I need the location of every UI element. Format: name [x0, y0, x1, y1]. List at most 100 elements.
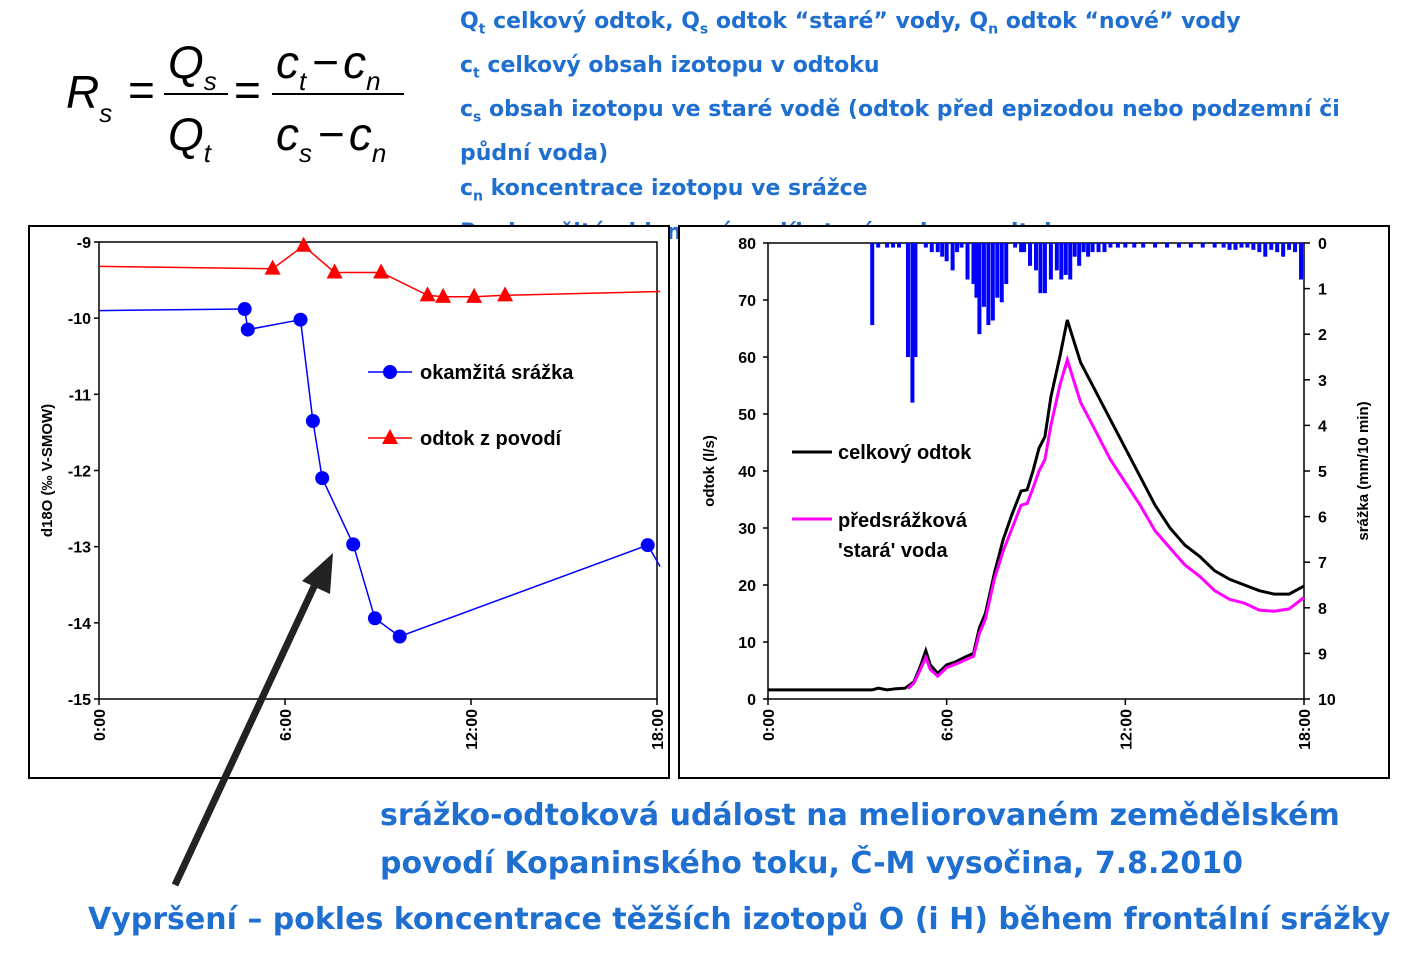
formula-num2: ct −cn	[276, 38, 381, 96]
rain-bar	[955, 243, 960, 253]
data-point	[497, 286, 514, 302]
rain-bar	[1042, 243, 1047, 294]
data-point	[367, 611, 382, 626]
legend-line-q: Qt celkový odtok, Qs odtok “staré” vody,…	[460, 9, 1241, 38]
y-tick-label: -12	[68, 464, 91, 481]
old-water-line	[906, 354, 1305, 690]
legend-line-cs: cs obsah izotopu ve staré vodě (odtok př…	[460, 96, 1340, 126]
y-tick-label: 70	[738, 293, 756, 310]
data-point	[315, 471, 330, 486]
rain-bar	[1153, 243, 1158, 248]
rain-bar	[905, 243, 910, 357]
rain-bar	[1251, 243, 1256, 250]
rain-bar	[1102, 243, 1107, 253]
data-point	[466, 287, 483, 303]
data-point	[237, 302, 252, 317]
data-point	[305, 413, 320, 428]
rain-bar	[1108, 243, 1113, 248]
legend-marker	[382, 429, 398, 444]
runoff-chart: 0 10 20 30 40 50 60 70 80 0 1 2 3 4 5 6 7 8 9 10 0:00 6:00 12:…	[701, 236, 1372, 750]
rain-bar	[1299, 243, 1304, 280]
rain-bar	[1077, 243, 1082, 266]
data-point	[373, 263, 390, 279]
y-tick-label: 10	[738, 635, 756, 652]
rain-bar	[1221, 243, 1226, 248]
rain-bar	[1004, 243, 1009, 285]
y-tick-label: -11	[69, 387, 91, 404]
rain-bar	[1048, 243, 1053, 280]
data-point	[326, 263, 343, 279]
series-line-runoff	[98, 244, 661, 298]
y2-tick-label: 6	[1318, 510, 1327, 527]
y2-tick-label: 2	[1318, 327, 1327, 344]
rain-bar	[891, 243, 896, 248]
y-tick-label: -10	[68, 311, 91, 328]
legend-label: 'stará' voda	[838, 540, 948, 562]
y2-tick-label: 3	[1318, 373, 1327, 390]
isotope-chart: -9 -10 -11 -12 -13 -14 -150:00 6:00 12:00 18:00 d1…	[39, 235, 667, 750]
rain-bar	[910, 243, 915, 403]
x-tick-label: 0:00	[761, 709, 778, 741]
y-axis-label: odtok (l/s)	[701, 435, 718, 507]
event-caption-line1: srážko-odtoková událost na meliorovaném …	[380, 798, 1340, 833]
rain-bar	[1063, 243, 1068, 275]
rain-bar	[1281, 243, 1286, 257]
y2-tick-label: 0	[1318, 236, 1327, 253]
y2-tick-label: 7	[1318, 555, 1327, 572]
rain-bar	[1269, 243, 1274, 250]
rain-bar	[913, 243, 918, 357]
x-tick-label: 12:00	[1118, 709, 1135, 750]
formula-equals-1: =	[128, 64, 155, 116]
legend-line-ct: ct celkový obsah izotopu v odtoku	[460, 52, 880, 82]
rain-bar	[940, 243, 945, 257]
rain-bar	[1176, 243, 1181, 248]
rain-bar	[950, 243, 955, 271]
rain-bar	[971, 243, 976, 285]
rain-bar	[897, 243, 902, 248]
rain-bar	[1212, 243, 1217, 248]
y2-tick-label: 4	[1318, 418, 1327, 435]
rain-bar	[1013, 243, 1018, 248]
rain-bar	[1275, 243, 1280, 253]
rain-bar	[1141, 243, 1146, 248]
rain-bar	[990, 243, 995, 321]
y-tick-label: 80	[738, 236, 756, 253]
legend-marker	[383, 365, 397, 379]
legend-label: celkový odtok	[838, 442, 972, 464]
formula-num1: Qs	[168, 38, 217, 96]
rain-bar	[1019, 243, 1024, 253]
formula-den1: Qt	[168, 108, 213, 168]
rain-bar	[1096, 243, 1101, 253]
data-point	[240, 322, 255, 337]
rain-bar	[1263, 243, 1268, 257]
plot-area	[98, 241, 658, 700]
rain-bar	[1034, 243, 1038, 271]
y-tick-label: 20	[738, 578, 756, 595]
plot-area	[767, 242, 1305, 700]
y2-axis-label: srážka (mm/10 min)	[1355, 401, 1372, 540]
legend-label: okamžitá srážka	[420, 362, 574, 384]
legend-line-cs-cont: půdní voda)	[460, 140, 609, 166]
rain-bar	[1068, 243, 1073, 280]
rain-bar	[929, 243, 934, 253]
rain-bar	[935, 243, 940, 253]
formula-lhs: Rs	[66, 66, 112, 128]
rain-bar	[1233, 243, 1238, 250]
data-point	[293, 312, 308, 327]
rain-bar	[1072, 243, 1077, 257]
legend-line-cn: cn koncentrace izotopu ve srážce	[460, 176, 868, 205]
data-point	[392, 629, 407, 644]
rain-bar	[977, 243, 982, 335]
rain-bar	[1188, 243, 1193, 248]
rain-bar	[1028, 243, 1033, 266]
y2-tick-label: 10	[1318, 692, 1336, 709]
isotope-chart-panel: -9 -10 -11 -12 -13 -14 -15 0:00 6:00 12:00 18:00 d1…	[28, 225, 670, 779]
rain-bar	[974, 243, 979, 298]
rain-bar	[995, 243, 1000, 298]
event-caption: srážko-odtoková událost na meliorovaném …	[380, 792, 1340, 888]
rain-bar	[1059, 243, 1064, 280]
x-tick-label: 12:00	[464, 709, 481, 750]
rain-bar	[959, 243, 964, 248]
y-tick-label: -14	[68, 616, 91, 633]
rain-bar	[1038, 243, 1043, 294]
